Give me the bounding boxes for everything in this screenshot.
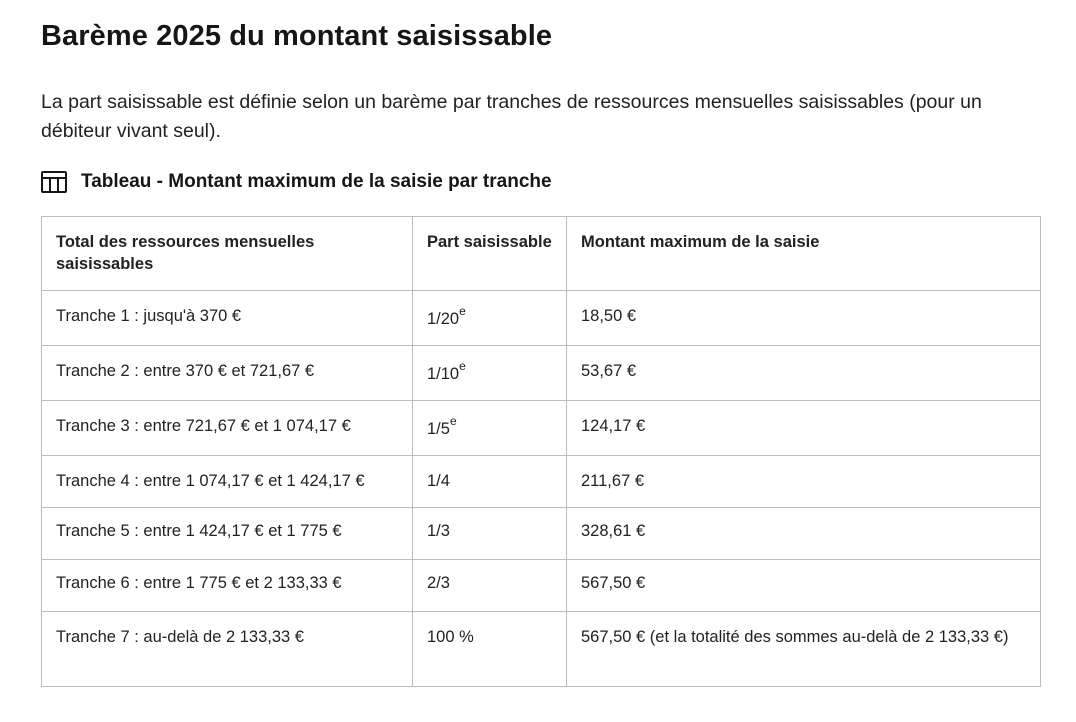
cell-part: 1/10e (412, 345, 567, 401)
table-row: Tranche 5 : entre 1 424,17 € et 1 775 € … (41, 507, 1041, 560)
table-icon (41, 170, 69, 194)
cell-part: 1/20e (412, 290, 567, 346)
table-row: Tranche 4 : entre 1 074,17 € et 1 424,17… (41, 455, 1041, 508)
cell-montant: 18,50 € (566, 290, 1041, 346)
cell-montant: 211,67 € (566, 455, 1041, 508)
table-row: Tranche 3 : entre 721,67 € et 1 074,17 €… (41, 400, 1041, 456)
table-caption-text: Tableau - Montant maximum de la saisie p… (81, 171, 552, 192)
part-superscript: e (459, 359, 466, 373)
cell-part: 1/4 (412, 455, 567, 508)
header-montant: Montant maximum de la saisie (566, 216, 1041, 291)
header-ressources: Total des ressources mensuelles saisissa… (41, 216, 413, 291)
page-title: Barème 2025 du montant saisissable (41, 20, 553, 52)
cell-part: 1/5e (412, 400, 567, 456)
bareme-table: Total des ressources mensuelles saisissa… (41, 216, 1041, 687)
cell-montant: 124,17 € (566, 400, 1041, 456)
table-row: Tranche 6 : entre 1 775 € et 2 133,33 € … (41, 559, 1041, 612)
cell-montant: 567,50 € (et la totalité des sommes au-d… (566, 611, 1041, 687)
table-header-row: Total des ressources mensuelles saisissa… (41, 216, 1041, 291)
header-part: Part saisissable (412, 216, 567, 291)
cell-part: 1/3 (412, 507, 567, 560)
cell-tranche: Tranche 6 : entre 1 775 € et 2 133,33 € (41, 559, 413, 612)
part-fraction: 1/10 (427, 365, 460, 383)
table-row: Tranche 1 : jusqu'à 370 € 1/20e 18,50 € (41, 290, 1041, 346)
table-row: Tranche 7 : au-delà de 2 133,33 € 100 % … (41, 611, 1041, 687)
cell-tranche: Tranche 4 : entre 1 074,17 € et 1 424,17… (41, 455, 413, 508)
part-superscript: e (459, 304, 466, 318)
cell-tranche: Tranche 1 : jusqu'à 370 € (41, 290, 413, 346)
part-fraction: 1/5 (427, 420, 450, 438)
table-row: Tranche 2 : entre 370 € et 721,67 € 1/10… (41, 345, 1041, 401)
part-superscript: e (449, 414, 457, 428)
part-fraction: 1/20 (427, 310, 460, 328)
part-fraction: 100 % (427, 628, 474, 646)
intro-paragraph: La part saisissable est définie selon un… (41, 91, 982, 142)
cell-montant: 53,67 € (566, 345, 1041, 401)
cell-tranche: Tranche 2 : entre 370 € et 721,67 € (41, 345, 413, 401)
cell-montant: 567,50 € (566, 559, 1041, 612)
cell-tranche: Tranche 5 : entre 1 424,17 € et 1 775 € (41, 507, 413, 560)
cell-montant: 328,61 € (566, 507, 1041, 560)
part-fraction: 2/3 (427, 574, 450, 592)
part-fraction: 1/3 (427, 522, 450, 540)
table-caption: Tableau - Montant maximum de la saisie p… (41, 168, 552, 196)
part-fraction: 1/4 (427, 472, 450, 490)
cell-tranche: Tranche 7 : au-delà de 2 133,33 € (41, 611, 413, 687)
cell-tranche: Tranche 3 : entre 721,67 € et 1 074,17 € (41, 400, 413, 456)
cell-part: 2/3 (412, 559, 567, 612)
cell-part: 100 % (412, 611, 567, 687)
